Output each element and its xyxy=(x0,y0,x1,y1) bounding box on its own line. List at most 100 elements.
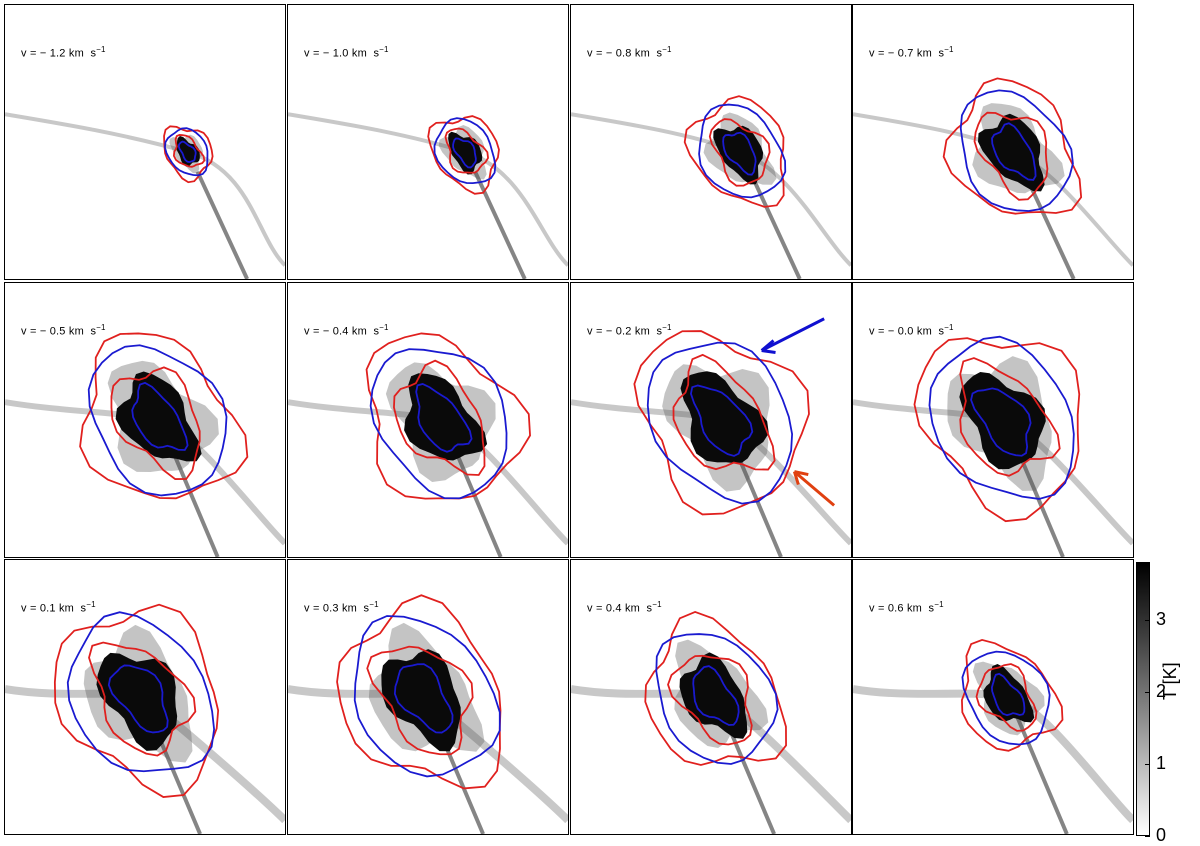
blue-contour xyxy=(970,387,1032,457)
velocity-unit-exponent: −1 xyxy=(652,600,662,609)
velocity-label: v = 0.4 km s−1 xyxy=(587,600,662,615)
red-contour xyxy=(672,353,776,471)
core-emission xyxy=(680,371,769,464)
core-emission xyxy=(959,372,1046,470)
red-contour xyxy=(172,134,206,168)
velocity-unit-exponent: −1 xyxy=(944,323,954,332)
colorbar xyxy=(1136,562,1150,836)
velocity-unit-exponent: −1 xyxy=(944,45,954,54)
intensity-map xyxy=(5,603,285,834)
blue-contour xyxy=(692,665,740,726)
red-contour xyxy=(942,77,1083,215)
channel-panel: v = − 1.0 km s−1 xyxy=(287,4,569,280)
filament xyxy=(571,112,851,267)
velocity-unit-exponent: −1 xyxy=(379,323,389,332)
filament xyxy=(5,112,285,267)
velocity-label: v = − 0.7 km s−1 xyxy=(869,45,954,60)
blue-contour xyxy=(698,103,787,199)
velocity-unit-exponent: −1 xyxy=(934,600,944,609)
red-contour xyxy=(427,115,500,195)
filament xyxy=(449,439,503,557)
filament xyxy=(166,439,220,557)
red-contour xyxy=(88,641,197,757)
colorbar-tick-label: 0 xyxy=(1156,825,1167,845)
red-contour xyxy=(644,610,787,766)
red-contour xyxy=(163,125,214,184)
red-contour xyxy=(961,638,1064,752)
velocity-text: v = 0.1 km s xyxy=(21,602,87,615)
velocity-unit-exponent: −1 xyxy=(662,45,672,54)
velocity-text: v = − 1.2 km s xyxy=(21,47,97,60)
red-contour xyxy=(913,337,1081,523)
blue-arrow xyxy=(760,317,825,354)
core-emission xyxy=(381,649,461,752)
blue-contour xyxy=(433,117,497,184)
channel-panel: v = 0.4 km s−1 xyxy=(570,559,852,835)
blue-contour xyxy=(353,615,501,778)
blue-contour xyxy=(722,131,757,176)
red-contour xyxy=(959,357,1061,477)
velocity-text: v = − 0.7 km s xyxy=(869,47,945,60)
colorbar-tick-label: 2 xyxy=(1156,680,1167,701)
intensity-map xyxy=(853,77,1133,279)
channel-panel: v = − 0.7 km s−1 xyxy=(852,4,1134,280)
filament xyxy=(1015,716,1069,834)
red-contour xyxy=(393,359,486,476)
velocity-text: v = − 0.5 km s xyxy=(21,325,97,338)
blue-contour xyxy=(393,663,454,734)
intensity-map xyxy=(288,112,568,279)
velocity-text: v = − 0.0 km s xyxy=(869,325,945,338)
velocity-unit-exponent: −1 xyxy=(96,323,106,332)
colorbar-tick-label: 3 xyxy=(1156,608,1167,629)
core-emission xyxy=(404,373,488,461)
velocity-label: v = − 0.4 km s−1 xyxy=(304,323,389,338)
red-contour xyxy=(366,645,474,756)
blue-contour xyxy=(164,127,209,177)
velocity-unit-exponent: −1 xyxy=(662,323,672,332)
core-emission xyxy=(115,371,202,462)
red-contour xyxy=(110,366,201,480)
colorbar-tick-mark xyxy=(1145,836,1150,837)
velocity-text: v = − 0.4 km s xyxy=(304,325,380,338)
blue-contour xyxy=(369,348,508,500)
colorbar-tick-label: 1 xyxy=(1156,752,1167,773)
channel-panel: v = 0.1 km s−1 xyxy=(4,559,286,835)
blue-contour xyxy=(991,672,1026,717)
velocity-label: v = − 0.0 km s−1 xyxy=(869,323,954,338)
red-contour xyxy=(708,118,771,187)
intensity-map xyxy=(853,638,1133,834)
blue-contour xyxy=(991,122,1037,181)
blue-contour xyxy=(928,335,1075,500)
channel-panel: v = − 0.8 km s−1 xyxy=(570,4,852,280)
velocity-text: v = − 0.2 km s xyxy=(587,325,663,338)
channel-panel: v = − 0.5 km s−1 xyxy=(4,282,286,558)
velocity-label: v = − 1.0 km s−1 xyxy=(304,45,389,60)
blue-contour xyxy=(690,384,754,457)
red-arrow xyxy=(792,470,836,507)
velocity-unit-exponent: −1 xyxy=(96,45,106,54)
blue-contour xyxy=(415,383,473,453)
core-emission xyxy=(983,663,1035,723)
intensity-map xyxy=(571,610,851,834)
blue-contour xyxy=(87,344,228,497)
velocity-unit-exponent: −1 xyxy=(86,600,96,609)
intensity-map xyxy=(288,332,568,557)
filament xyxy=(195,170,249,279)
filament xyxy=(473,170,527,279)
intensity-map xyxy=(5,112,285,279)
channel-panel: v = − 0.4 km s−1 xyxy=(287,282,569,558)
colorbar-tick-mark xyxy=(1145,763,1150,765)
core-emission xyxy=(713,125,764,185)
red-contour xyxy=(444,127,489,174)
velocity-label: v = 0.3 km s−1 xyxy=(304,600,379,615)
red-contour xyxy=(667,654,753,746)
velocity-unit-exponent: −1 xyxy=(379,45,389,54)
velocity-text: v = 0.6 km s xyxy=(869,602,935,615)
velocity-label: v = − 0.5 km s−1 xyxy=(21,323,106,338)
velocity-text: v = 0.4 km s xyxy=(587,602,653,615)
velocity-text: v = − 0.8 km s xyxy=(587,47,663,60)
filament xyxy=(748,170,802,279)
velocity-label: v = − 0.2 km s−1 xyxy=(587,323,672,338)
colorbar-tick-mark xyxy=(1145,619,1150,621)
velocity-label: v = − 1.2 km s−1 xyxy=(21,45,106,60)
